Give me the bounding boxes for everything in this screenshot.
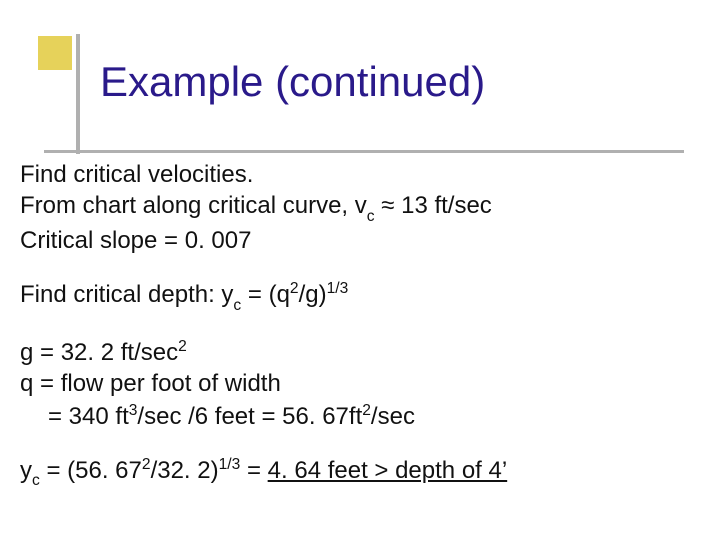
result-underlined: 4. 64 feet > depth of 4’	[268, 457, 508, 484]
text: /g)	[299, 281, 327, 308]
slide-body: Find critical velocities. From chart alo…	[20, 160, 700, 491]
text: =	[240, 457, 267, 484]
superscript-2: 2	[362, 402, 371, 419]
text: = (q	[241, 281, 290, 308]
text: /sec /6 feet = 56. 67ft	[137, 403, 362, 430]
spacer	[20, 257, 700, 279]
spacer	[20, 315, 700, 337]
superscript-2: 2	[290, 280, 299, 297]
approx-symbol: ≈	[381, 192, 394, 219]
line-critical-slope: Critical slope = 0. 007	[20, 226, 700, 255]
text: g = 32. 2 ft/sec	[20, 339, 178, 366]
line-g-value: g = 32. 2 ft/sec2	[20, 337, 700, 367]
line-q-calc: = 340 ft3/sec /6 feet = 56. 67ft2/sec	[20, 401, 700, 431]
horizontal-rule	[44, 150, 684, 153]
superscript-1-3: 1/3	[219, 456, 241, 473]
line-q-definition: q = flow per foot of width	[20, 369, 700, 398]
vertical-rule	[76, 34, 80, 154]
text: 13 ft/sec	[394, 192, 491, 219]
line-critical-depth: Find critical depth: yc = (q2/g)1/3	[20, 279, 700, 313]
superscript-1-3: 1/3	[327, 280, 349, 297]
line-from-chart: From chart along critical curve, vc ≈ 13…	[20, 191, 700, 224]
slide-title: Example (continued)	[100, 58, 485, 106]
text: y	[20, 457, 32, 484]
accent-square	[38, 36, 72, 70]
subscript-c: c	[233, 297, 241, 314]
text: Find critical depth: y	[20, 281, 233, 308]
line-find-velocities: Find critical velocities.	[20, 160, 700, 189]
superscript-2: 2	[178, 338, 187, 355]
subscript-c: c	[367, 208, 375, 225]
superscript-2: 2	[142, 456, 151, 473]
text: From chart along critical curve, v	[20, 192, 367, 219]
text: /sec	[371, 403, 415, 430]
text: /32. 2)	[151, 457, 219, 484]
spacer	[20, 433, 700, 455]
text: = (56. 67	[40, 457, 142, 484]
text: = 340 ft	[48, 403, 129, 430]
line-yc-result: yc = (56. 672/32. 2)1/3 = 4. 64 feet > d…	[20, 455, 700, 489]
slide: Example (continued) Find critical veloci…	[0, 0, 720, 540]
subscript-c: c	[32, 472, 40, 489]
